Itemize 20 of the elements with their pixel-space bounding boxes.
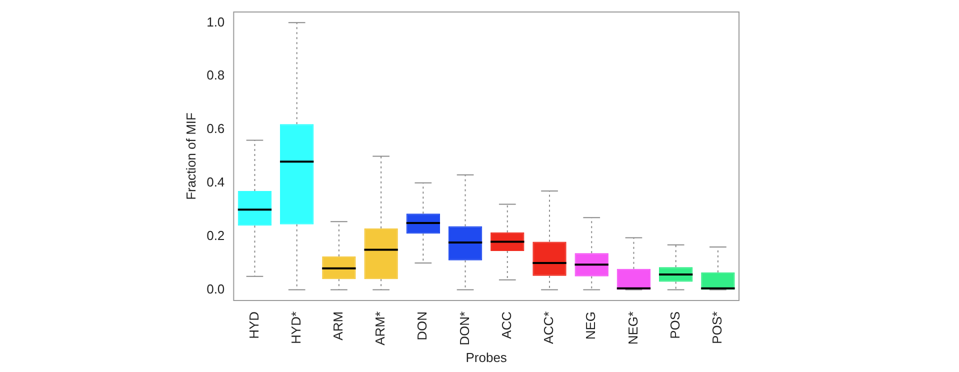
x-tick-label: DON* <box>456 311 472 346</box>
x-tick-label: NEG <box>583 311 598 340</box>
x-tick-label: ARM* <box>372 311 388 346</box>
x-tick-label: POS* <box>710 311 725 344</box>
x-tick-label: POS <box>667 311 682 339</box>
y-tick-label: 0.2 <box>206 228 225 243</box>
y-tick-label: 0.6 <box>206 121 225 136</box>
y-tick-label: 0.0 <box>206 281 225 296</box>
y-tick-label: 0.8 <box>206 68 225 83</box>
x-axis-title: Probes <box>466 350 508 365</box>
x-tick-label: ACC <box>498 311 514 339</box>
y-tick-label: 0.4 <box>206 174 225 190</box>
x-tick-label: HYD* <box>288 311 304 344</box>
y-axis-title: Fraction of MIF <box>183 112 198 200</box>
x-tick-label: DON <box>414 311 430 340</box>
y-tick-label: 1.0 <box>206 14 225 30</box>
x-tick-label: HYD <box>246 311 262 339</box>
x-tick-label: ARM <box>330 311 346 340</box>
x-tick-label: NEG* <box>625 311 640 345</box>
x-tick-label: ACC* <box>541 311 556 344</box>
